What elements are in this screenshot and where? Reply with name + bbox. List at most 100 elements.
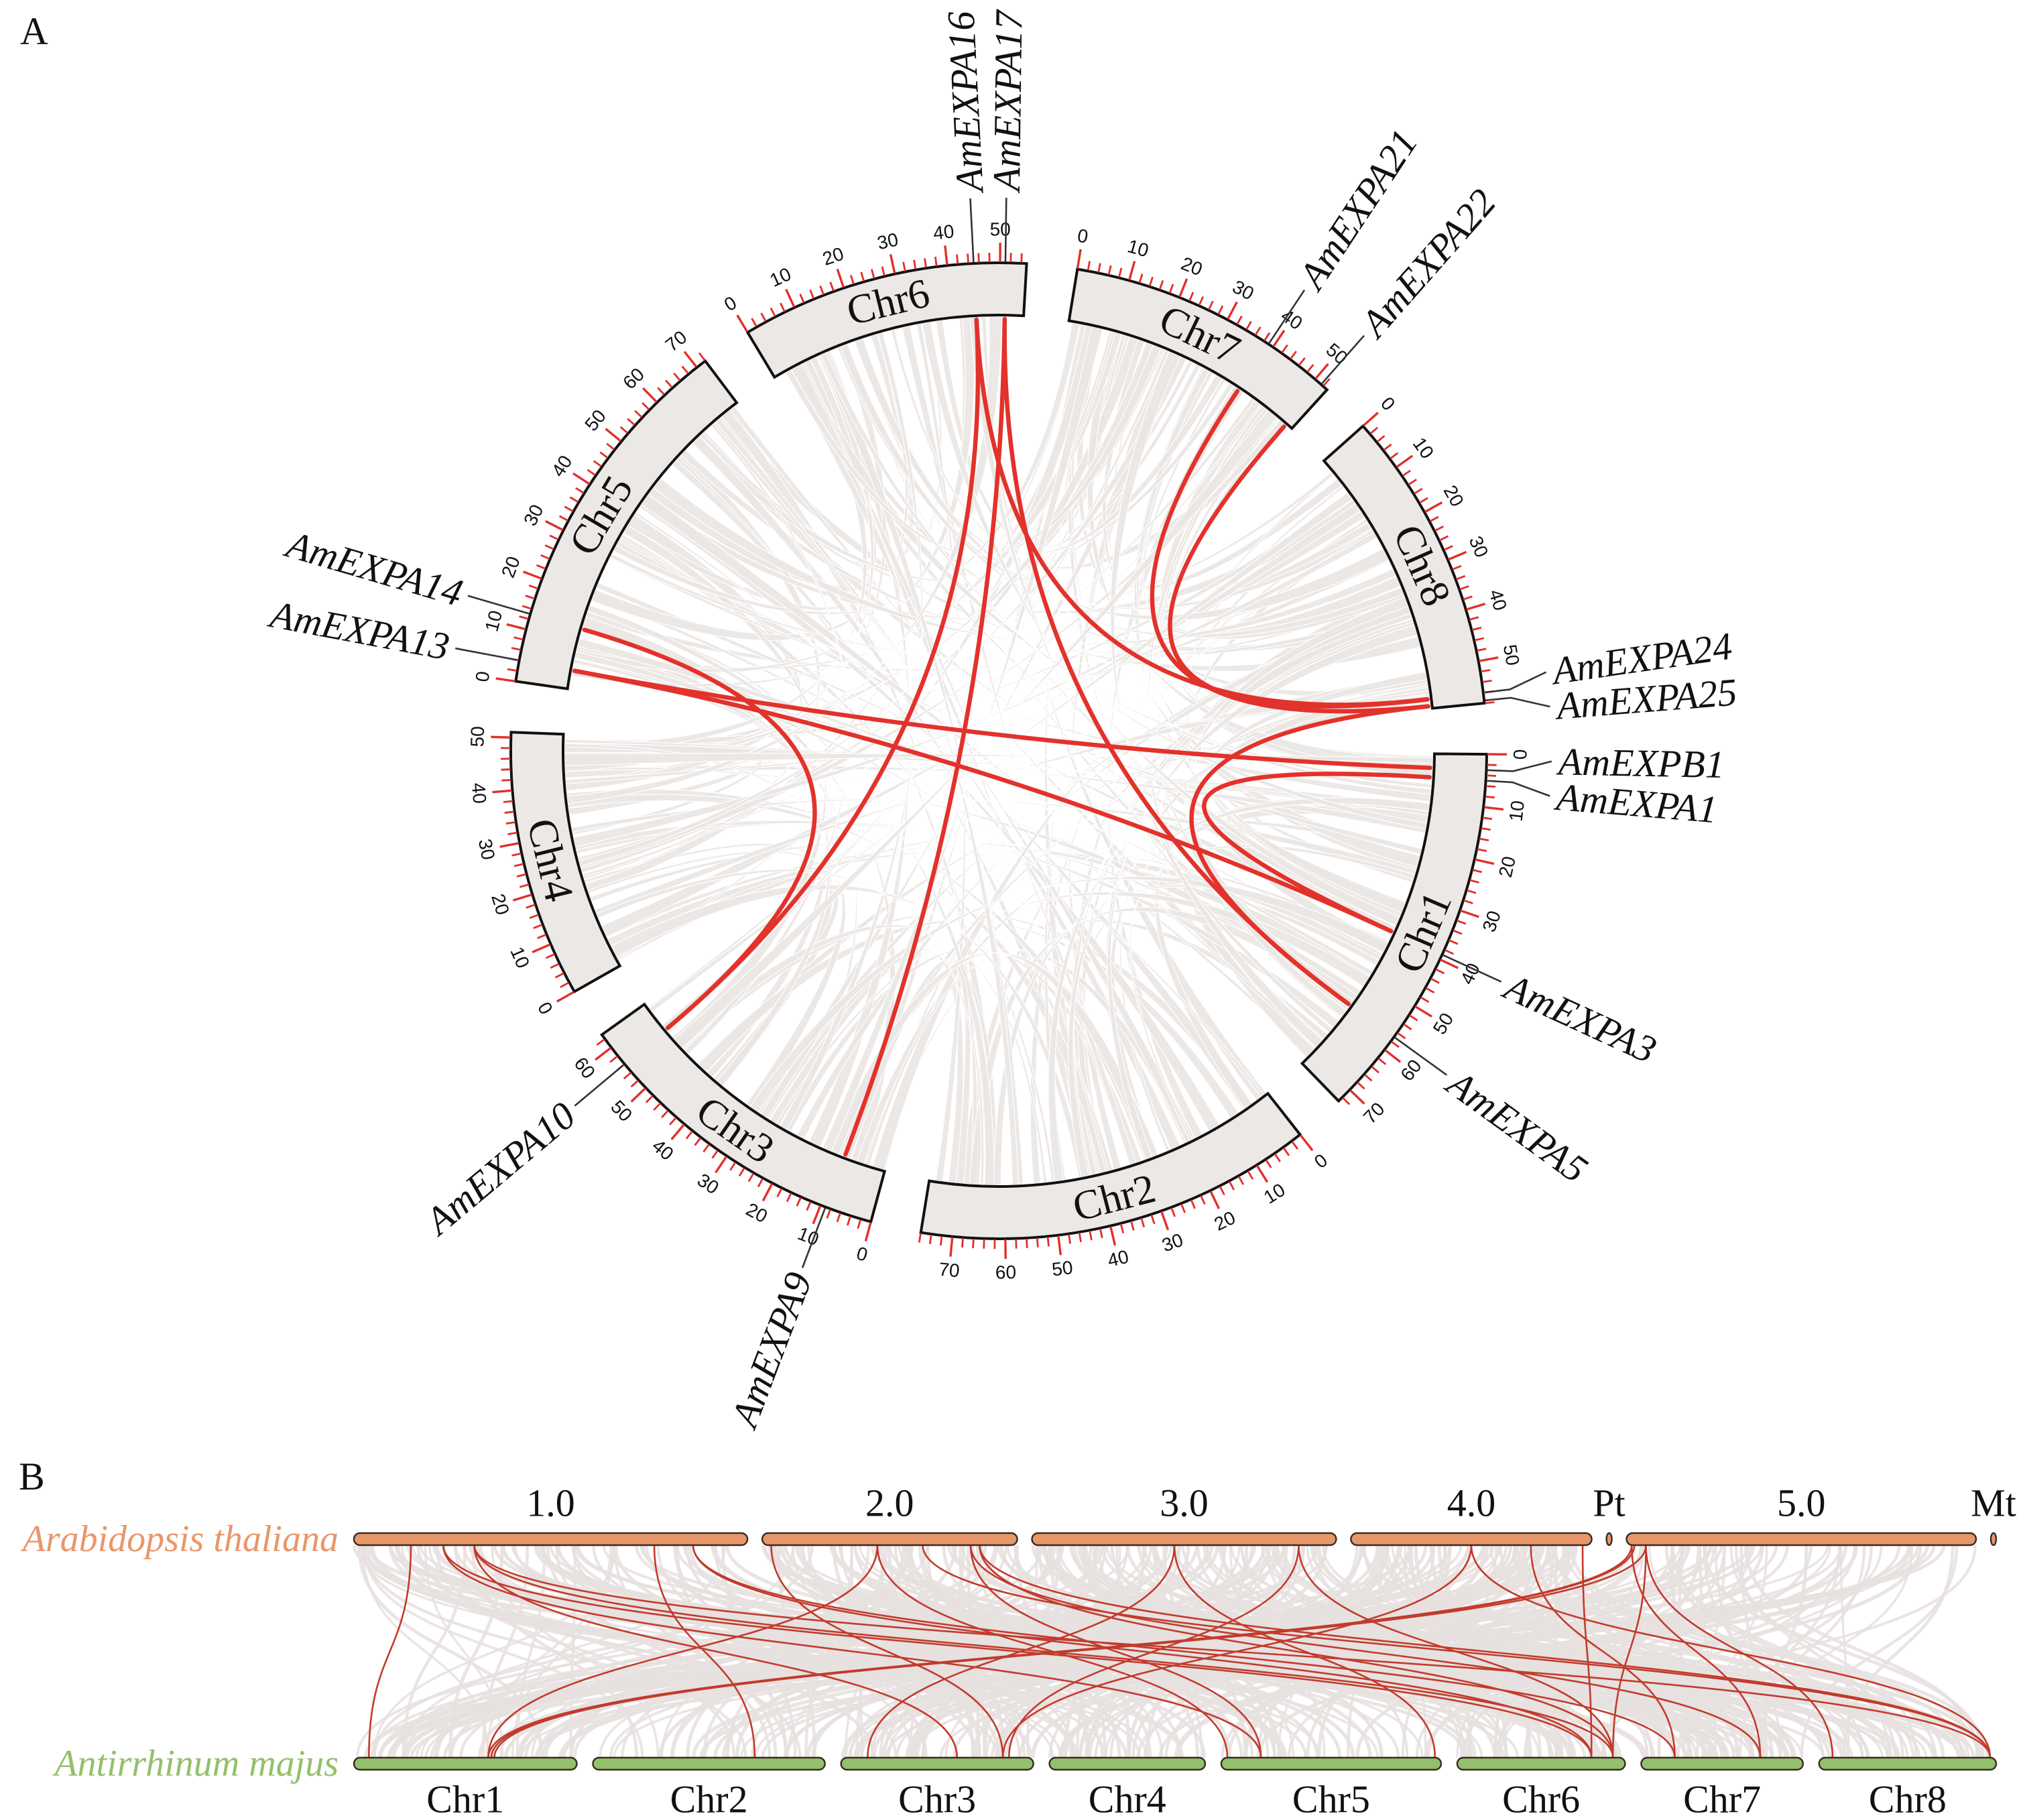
chromosome-chr2 <box>919 1091 1302 1240</box>
major-tick <box>670 1124 685 1140</box>
major-tick <box>1209 1191 1221 1209</box>
duplication-link-amexpa25-amexpa5 <box>1189 704 1430 1006</box>
minor-tick <box>1217 305 1224 315</box>
background-collinear-link <box>393 1544 1463 1758</box>
minor-tick <box>529 914 539 919</box>
minor-tick <box>596 1038 605 1046</box>
major-tick <box>572 472 591 485</box>
antirrhinum-chromosome-label: Chr4 <box>1089 1778 1166 1820</box>
major-tick <box>1255 1164 1269 1183</box>
collinear-link <box>442 1544 1593 1758</box>
minor-tick <box>1482 816 1493 821</box>
gene-label-amexpa16: AmEXPA16 <box>939 10 992 196</box>
major-tick <box>736 314 749 332</box>
minor-tick <box>1474 637 1485 642</box>
antirrhinum-chromosome-bar <box>1456 1756 1626 1771</box>
minor-tick <box>757 1178 764 1188</box>
background-ribbon <box>587 850 847 1111</box>
minor-tick <box>928 1234 932 1245</box>
background-collinear-link <box>1355 1544 1764 1758</box>
background-ribbon <box>854 337 1390 621</box>
antirrhinum-chromosome-label: Chr1 <box>426 1778 504 1820</box>
background-ribbon <box>916 322 966 1182</box>
background-collinear-link <box>357 1544 544 1758</box>
background-collinear-link <box>1839 1544 1850 1758</box>
collinear-link <box>770 1544 1004 1758</box>
minor-tick <box>641 402 650 410</box>
minor-tick <box>1342 1097 1351 1105</box>
minor-tick <box>902 261 906 271</box>
minor-tick <box>1469 616 1479 621</box>
expansin-collinear-links <box>368 1544 1991 1758</box>
synteny-labels: 1.0 2.0 3.0 4.0 Pt 5.0 Mt Arabidopsis thaliana C… <box>20 1481 2016 1820</box>
minor-tick <box>1443 545 1453 551</box>
minor-tick <box>799 294 805 304</box>
minor-tick <box>1247 1170 1254 1180</box>
minor-tick <box>550 963 560 969</box>
major-tick <box>1128 261 1136 280</box>
minor-tick <box>846 1216 851 1226</box>
minor-tick <box>1445 949 1454 955</box>
background-collinear-link <box>1699 1544 1717 1758</box>
background-ribbon <box>623 356 877 611</box>
antirrhinum-chromosome-label: Chr8 <box>1869 1778 1947 1820</box>
arabidopsis-chromosome-label: 5.0 <box>1777 1481 1826 1525</box>
minor-tick <box>526 904 536 909</box>
minor-tick <box>657 387 665 396</box>
background-ribbon <box>1087 330 1434 772</box>
tick-label: 0 <box>1510 749 1530 760</box>
minor-tick <box>1180 1203 1186 1213</box>
gene-leader-line <box>1485 696 1550 708</box>
minor-tick <box>665 379 673 388</box>
minor-tick <box>829 282 835 292</box>
antirrhinum-chromosome-bar <box>353 1756 578 1771</box>
collinear-link <box>1007 1544 1300 1758</box>
major-tick <box>506 623 526 631</box>
background-collinear-link <box>424 1544 504 1758</box>
arabidopsis-chromosome-label: 1.0 <box>526 1481 575 1525</box>
background-ribbon <box>1136 367 1421 868</box>
minor-tick <box>507 668 517 672</box>
gene-leader-line <box>1443 954 1502 983</box>
minor-tick <box>525 595 535 600</box>
antirrhinum-chromosome-label: Chr6 <box>1502 1778 1580 1820</box>
major-tick <box>630 1087 646 1103</box>
arabidopsis-chromosome-label: 3.0 <box>1160 1481 1209 1525</box>
tick-label: 50 <box>467 726 488 747</box>
major-tick <box>1076 249 1082 269</box>
minor-tick <box>519 884 530 888</box>
minor-tick <box>1371 1066 1379 1074</box>
minor-tick <box>780 302 786 312</box>
panel-label-b: B <box>19 1455 45 1498</box>
minor-tick <box>1138 274 1144 284</box>
minor-tick <box>972 1238 975 1249</box>
background-collinear-link <box>479 1544 1184 1758</box>
collinear-link <box>1001 1544 1473 1758</box>
minor-tick <box>1453 929 1463 935</box>
major-tick <box>1479 656 1499 662</box>
minor-tick <box>1140 1217 1146 1228</box>
major-tick <box>1475 858 1495 865</box>
minor-tick <box>786 1193 792 1203</box>
background-ribbon <box>610 884 1087 1178</box>
gene-leader-line <box>455 647 518 662</box>
background-ribbon <box>589 839 1374 981</box>
minor-tick <box>1306 364 1314 373</box>
duplication-link-amexpa13-amexpb1 <box>572 668 1432 770</box>
background-ribbon <box>775 891 1371 1126</box>
minor-tick <box>1403 1023 1412 1030</box>
major-tick <box>523 570 542 580</box>
collinear-link <box>867 1544 1176 1758</box>
minor-tick <box>511 647 521 651</box>
minor-tick <box>806 1201 812 1211</box>
minor-tick <box>1463 899 1473 904</box>
collinear-link <box>692 1544 1593 1758</box>
antirrhinum-chromosome-bar <box>1818 1756 1998 1771</box>
major-tick <box>495 677 515 682</box>
gene-leader-line <box>1487 780 1550 797</box>
minor-tick <box>1274 1153 1281 1162</box>
major-tick <box>1440 959 1459 969</box>
panel-label-a: A <box>20 9 48 53</box>
major-tick <box>812 1205 822 1225</box>
